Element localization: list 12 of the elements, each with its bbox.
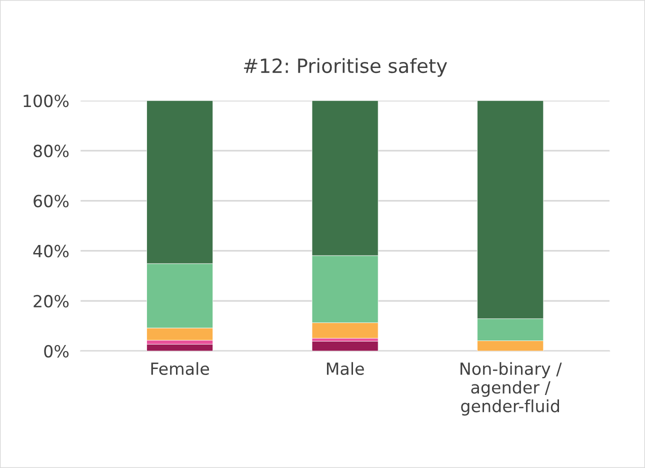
y-tick-label: 60% — [34, 194, 69, 208]
y-tick-label: 80% — [34, 144, 69, 158]
chart-title: #12: Prioritise safety — [244, 58, 448, 77]
bar — [146, 344, 214, 351]
y-tick-label: 0% — [44, 344, 69, 358]
x-tick-label: Male — [326, 362, 364, 376]
x-tick-label: Non-binary / agender / gender-fluid — [460, 362, 562, 416]
y-tick-label: 40% — [33, 244, 69, 258]
x-tick-label: Female — [151, 362, 210, 376]
y-tick-label: 20% — [34, 294, 69, 308]
y-tick-label: 100% — [24, 94, 69, 108]
bar — [312, 341, 378, 351]
